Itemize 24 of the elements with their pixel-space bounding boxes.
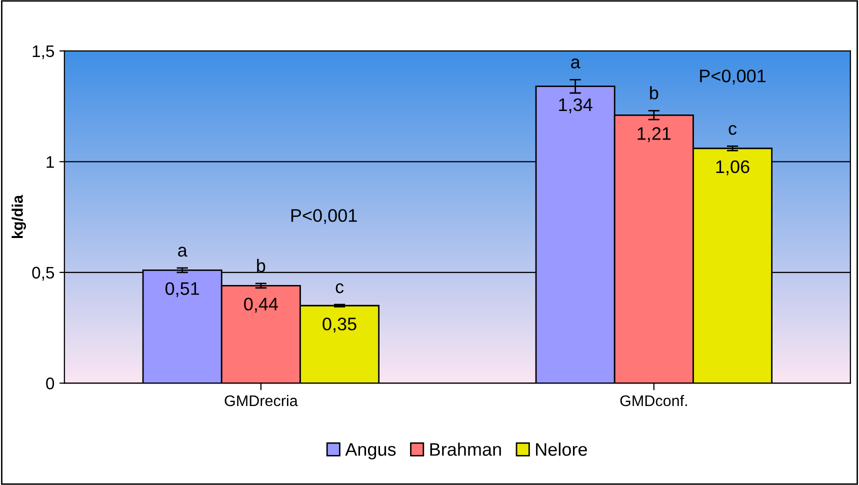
annotation: b	[650, 86, 658, 100]
annotation: P<0,001	[700, 70, 766, 84]
data-label: 1,21	[638, 127, 671, 142]
annotation: a	[571, 58, 580, 68]
legend-label: Angus	[345, 443, 396, 460]
annotation: c	[336, 283, 344, 294]
y-tick-label: 1,5	[32, 46, 54, 60]
data-label: 0,44	[244, 298, 278, 313]
x-tick-label: GMDconf.	[620, 394, 687, 406]
legend-label: Brahman	[430, 442, 501, 456]
y-axis-title: kg/dia	[12, 194, 26, 238]
annotation: P<0,001	[291, 209, 357, 224]
data-label: 1,34	[559, 98, 592, 114]
legend-label: Nelore	[536, 442, 587, 456]
x-tick-label: GMDrecria	[224, 394, 298, 406]
annotation: b	[257, 258, 266, 272]
annotation: a	[178, 246, 188, 257]
y-tick-label: 0	[46, 378, 54, 390]
y-tick-label: 1	[46, 156, 54, 168]
data-label: 0,35	[322, 318, 356, 333]
annotation: c	[728, 124, 737, 135]
y-tick-label: 0,5	[32, 266, 54, 281]
data-label: 1,06	[716, 160, 750, 176]
data-label: 0,51	[165, 282, 200, 298]
